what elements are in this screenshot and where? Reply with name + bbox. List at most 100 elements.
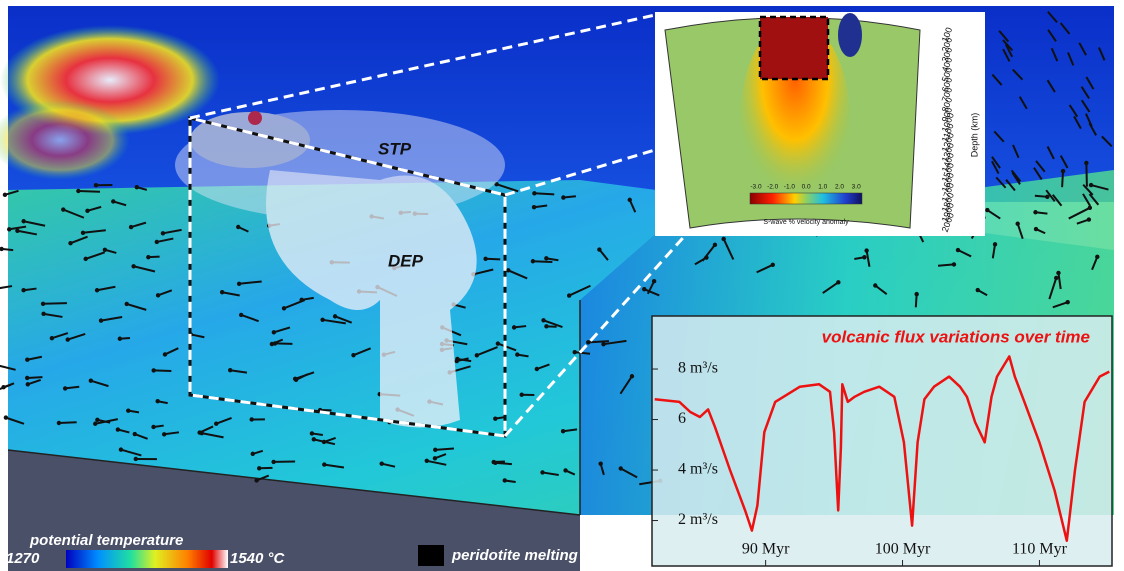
- flow-arrow-head: [76, 189, 80, 193]
- flow-arrow-head: [642, 287, 646, 291]
- flow-arrow-head: [155, 240, 159, 244]
- colorbar-tick-label: 3.0: [852, 184, 861, 191]
- flow-arrow-head: [483, 257, 487, 261]
- flow-arrow-head: [771, 263, 775, 267]
- colorbar-tick-label: 1.0: [818, 184, 827, 191]
- flow-arrow-head: [1088, 206, 1092, 210]
- flow-arrow-head: [134, 457, 138, 461]
- flow-arrow-head: [83, 257, 87, 261]
- flow-arrow-head: [322, 462, 326, 466]
- flow-arrow-head: [236, 225, 240, 229]
- chart-title: volcanic flux variations over time: [822, 327, 1090, 346]
- flow-arrow-head: [68, 241, 72, 245]
- flow-arrow-head: [952, 262, 956, 266]
- flow-arrow-head: [561, 429, 565, 433]
- flow-arrow-head: [133, 432, 137, 436]
- colorbar-tick-label: 2.0: [835, 184, 844, 191]
- flow-arrow-head: [85, 209, 89, 213]
- flow-arrow-head: [619, 466, 623, 470]
- flow-arrow-head: [544, 324, 548, 328]
- colorbar-label: S-wave % velocity anomaly: [763, 219, 849, 226]
- colorbar-tick-label: -3.0: [750, 184, 762, 191]
- y-tick-label: 2 m³/s: [678, 511, 718, 528]
- flow-arrow-head: [598, 462, 602, 466]
- flow-arrow-head: [597, 247, 601, 251]
- flow-arrow-head: [561, 195, 565, 199]
- colorbar-tick-label: 0.0: [802, 184, 811, 191]
- flow-arrow-head: [320, 318, 324, 322]
- velocity-colorbar: [750, 193, 862, 204]
- flow-arrow-head: [237, 282, 241, 286]
- y-tick-label: 6: [678, 410, 686, 427]
- flow-arrow-head: [162, 432, 166, 436]
- flow-arrow: [495, 463, 512, 464]
- x-tick-label: 110 Myr: [1012, 541, 1068, 558]
- flow-arrow-head: [63, 386, 67, 390]
- flow-arrow-head: [3, 193, 7, 197]
- velocity-anomaly: [838, 13, 862, 57]
- flow-arrow-head: [251, 452, 255, 456]
- flow-arrow: [59, 422, 77, 423]
- flow-arrow-head: [272, 330, 276, 334]
- flow-arrow-head: [116, 427, 120, 431]
- flow-arrow-head: [118, 337, 122, 341]
- flow-arrow: [154, 370, 172, 371]
- flow-arrow-head: [271, 460, 275, 464]
- flow-arrow-head: [1033, 210, 1037, 214]
- flow-arrow-head: [111, 199, 115, 203]
- flow-arrow: [533, 261, 552, 262]
- flow-arrow-head: [156, 293, 160, 297]
- flow-arrow-head: [66, 337, 70, 341]
- flow-arrow-head: [119, 447, 123, 451]
- flow-arrow-head: [146, 255, 150, 259]
- flow-arrow-head: [254, 478, 258, 482]
- flow-arrow-head: [7, 227, 11, 231]
- flow-arrow-head: [41, 302, 45, 306]
- flow-arrow-head: [976, 288, 980, 292]
- flow-arrow-head: [1084, 161, 1088, 165]
- flow-arrow: [78, 191, 100, 192]
- flow-arrow-head: [161, 231, 165, 235]
- flow-arrow-head: [567, 293, 571, 297]
- flow-arrow-head: [544, 256, 548, 260]
- flow-arrow-head: [503, 478, 507, 482]
- flow-arrow-head: [250, 417, 254, 421]
- flow-arrow: [938, 264, 954, 265]
- flow-arrow-head: [433, 448, 437, 452]
- flow-arrow-head: [282, 306, 286, 310]
- flow-arrow-head: [721, 237, 725, 241]
- flow-arrow-head: [129, 225, 133, 229]
- depth-label: Depth (km): [969, 113, 979, 158]
- flow-arrow-head: [425, 459, 429, 463]
- flow-arrow-head: [862, 255, 866, 259]
- flow-arrow-head: [299, 298, 303, 302]
- flow-arrow-head: [506, 268, 510, 272]
- flow-arrow-head: [864, 248, 868, 252]
- flow-arrow-head: [125, 302, 129, 306]
- flow-arrow-head: [531, 259, 535, 263]
- flow-arrow-head: [492, 460, 496, 464]
- legend-min: 1270: [6, 550, 40, 567]
- flow-arrow: [1062, 171, 1063, 187]
- flow-arrow-head: [131, 264, 135, 268]
- flow-arrow: [275, 343, 292, 344]
- flow-arrow-head: [61, 207, 65, 211]
- flow-arrow-head: [220, 290, 224, 294]
- flow-arrow-head: [81, 231, 85, 235]
- flow-arrow-head: [94, 183, 98, 187]
- flow-arrow-head: [586, 340, 590, 344]
- flow-arrow-head: [155, 399, 159, 403]
- flow-arrow-head: [541, 318, 545, 322]
- flow-arrow-head: [1095, 255, 1099, 259]
- legend-max: 1540 °C: [230, 550, 286, 567]
- flow-arrow-head: [103, 248, 107, 252]
- flow-arrow-head: [540, 470, 544, 474]
- flow-arrow-head: [836, 280, 840, 284]
- flow-arrow: [1086, 163, 1087, 187]
- flow-arrow-head: [873, 283, 877, 287]
- legend-title: potential temperature: [29, 532, 183, 549]
- velocity-anomaly: [760, 17, 828, 79]
- flow-arrow-head: [1, 385, 5, 389]
- x-tick-label: 100 Myr: [875, 541, 931, 558]
- flow-arrow-head: [455, 359, 459, 363]
